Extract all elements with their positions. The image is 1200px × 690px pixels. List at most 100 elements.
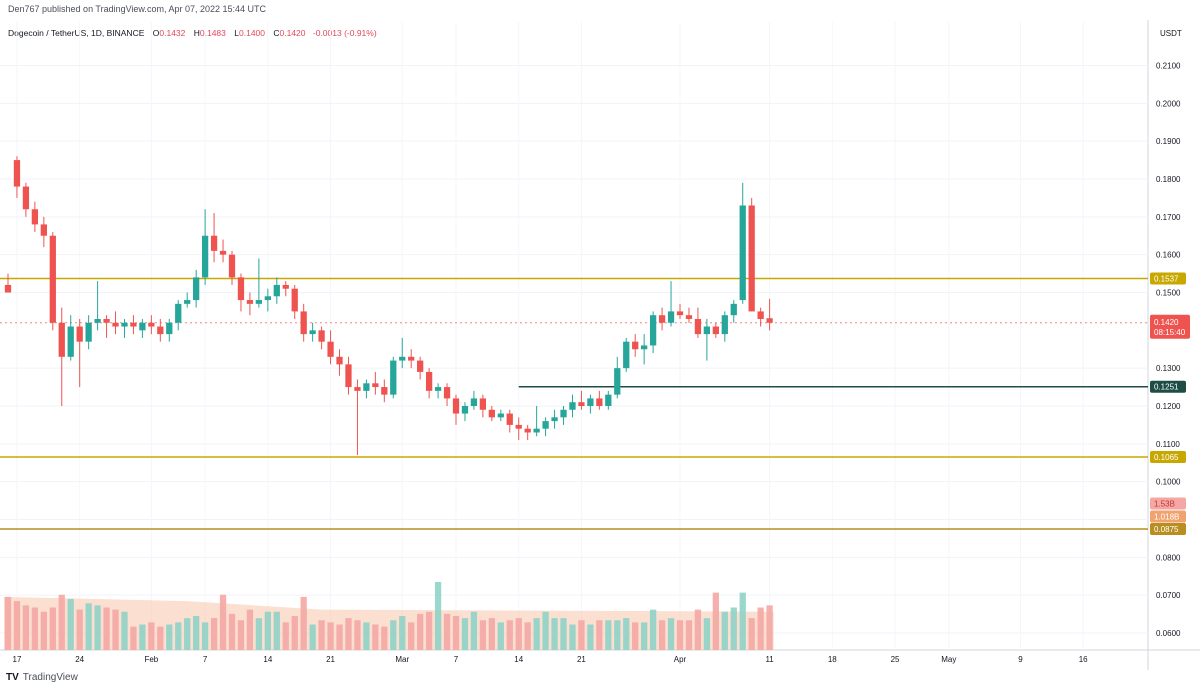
candle-body: [273, 284, 280, 297]
volume-bar: [157, 626, 164, 650]
candle-body: [381, 387, 388, 395]
volume-bar: [112, 609, 119, 650]
y-tick-label: 0.1000: [1156, 478, 1181, 487]
volume-bar: [434, 582, 442, 650]
volume-bar: [264, 611, 271, 650]
candle-body: [345, 364, 352, 388]
candle-body: [363, 383, 370, 391]
candle-body: [255, 300, 263, 304]
volume-bar: [515, 618, 522, 650]
close-value: 0.1420: [279, 28, 306, 38]
x-tick-label: 7: [203, 655, 208, 664]
candle-body: [264, 296, 271, 301]
candle-body: [479, 398, 487, 410]
footer: TV TradingView: [6, 672, 78, 683]
candle-body: [685, 315, 693, 319]
level-tag: [1150, 451, 1186, 464]
level-tag-label: 0.1251: [1154, 383, 1179, 392]
volume-bar: [748, 618, 755, 650]
volume-ma-area: [4, 596, 774, 650]
candle-body: [641, 345, 648, 350]
candle-body: [228, 254, 236, 278]
candle-body: [130, 322, 137, 327]
candle-body: [721, 315, 728, 335]
volume-bar: [282, 622, 289, 650]
volume-ma-tag: [1150, 510, 1186, 523]
candle-body: [676, 311, 684, 316]
volume-bar: [210, 618, 218, 650]
volume-bar: [614, 620, 621, 650]
candle-body: [175, 303, 182, 323]
volume-bar: [390, 620, 397, 650]
countdown-label: 08:15:40: [1154, 328, 1186, 337]
volume-tag: [1150, 497, 1186, 510]
volume-bar: [130, 626, 137, 650]
candle-body: [201, 235, 209, 278]
volume-ma-tag-label: 1.018B: [1154, 512, 1179, 521]
y-tick-label: 0.1300: [1156, 364, 1181, 373]
volume-bar: [201, 622, 209, 650]
candle-body: [434, 387, 442, 391]
candle-body: [157, 326, 164, 335]
volume-bar: [461, 618, 469, 650]
candle-body: [560, 409, 567, 418]
y-tick-label: 0.1700: [1156, 213, 1181, 222]
candle-body: [103, 318, 110, 323]
volume-bar: [372, 624, 379, 650]
candle-body: [658, 315, 666, 323]
volume-bar: [237, 620, 245, 650]
volume-bar: [363, 622, 370, 650]
volume-bar: [497, 622, 504, 650]
candle-body: [372, 383, 379, 388]
x-tick-label: 9: [1018, 655, 1023, 664]
candle-body: [237, 277, 245, 301]
x-tick-label: Feb: [144, 655, 158, 664]
volume-bar: [739, 592, 746, 650]
candle-body: [193, 277, 200, 301]
level-tag: [1150, 272, 1186, 285]
currency-label: USDT: [1160, 29, 1182, 38]
x-tick-label: Apr: [674, 655, 687, 664]
level-tag-label: 0.1537: [1154, 274, 1179, 283]
candle-body: [67, 326, 74, 357]
candle-body: [76, 326, 83, 342]
candle-body: [4, 284, 12, 293]
volume-bar: [569, 624, 576, 650]
candle-body: [354, 387, 361, 391]
y-tick-label: 0.2000: [1156, 99, 1181, 108]
candle-body: [417, 360, 424, 372]
x-tick-label: 21: [326, 655, 335, 664]
candle-body: [166, 322, 173, 335]
low-label: L: [234, 28, 239, 38]
level-tag: [1150, 380, 1186, 393]
symbol-name[interactable]: Dogecoin / TetherUS, 1D, BINANCE: [8, 28, 145, 38]
publish-info: Den767 published on TradingView.com, Apr…: [8, 4, 267, 14]
candle-body: [533, 428, 540, 433]
volume-bar: [757, 607, 764, 650]
candle-body: [390, 360, 397, 395]
level-tag-label: 0.0875: [1154, 525, 1179, 534]
volume-bar: [103, 607, 110, 650]
volume-bar: [166, 624, 173, 650]
candle-body: [694, 318, 702, 335]
candle-body: [399, 356, 406, 361]
candle-body: [605, 394, 612, 406]
volume-bar: [175, 622, 182, 650]
candle-body: [408, 356, 415, 361]
volume-bar: [67, 599, 74, 650]
volume-bar: [4, 596, 12, 650]
y-tick-label: 0.1200: [1156, 402, 1181, 411]
volume-bar: [542, 611, 549, 650]
volume-bar: [228, 613, 236, 650]
volume-bar: [399, 616, 406, 650]
candle-body: [551, 417, 558, 422]
candle-body: [461, 405, 469, 414]
volume-bar: [488, 618, 495, 650]
x-tick-label: 24: [75, 655, 84, 664]
volume-bar: [712, 592, 719, 650]
candle-body: [94, 318, 101, 323]
candle-body: [13, 160, 21, 187]
x-tick-label: May: [941, 655, 956, 664]
candle-body: [614, 368, 621, 395]
